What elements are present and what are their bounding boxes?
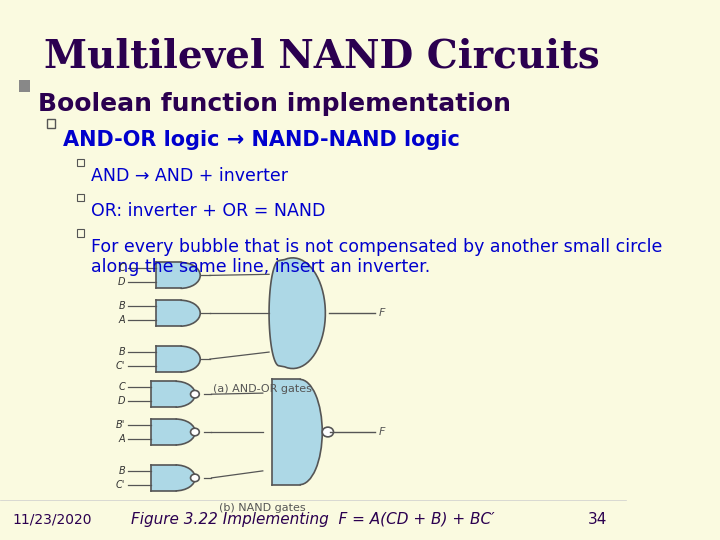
Text: For every bubble that is not compensated by another small circle
along the same : For every bubble that is not compensated… — [91, 238, 662, 276]
Bar — [77, 230, 84, 237]
Text: OR: inverter + OR = NAND: OR: inverter + OR = NAND — [91, 202, 325, 220]
Bar — [19, 80, 30, 92]
Polygon shape — [176, 381, 195, 407]
Text: 11/23/2020: 11/23/2020 — [12, 512, 92, 526]
Text: (b) NAND gates: (b) NAND gates — [220, 503, 306, 512]
Circle shape — [191, 390, 199, 398]
Text: B: B — [118, 347, 125, 357]
Bar — [47, 119, 55, 128]
Polygon shape — [156, 262, 181, 288]
Text: D: D — [117, 396, 125, 406]
Text: A: A — [119, 315, 125, 325]
Text: B: B — [118, 301, 125, 311]
Polygon shape — [181, 300, 200, 326]
Text: F: F — [379, 308, 385, 318]
Text: AND → AND + inverter: AND → AND + inverter — [91, 167, 288, 185]
Text: A: A — [119, 434, 125, 444]
Polygon shape — [272, 379, 300, 485]
Bar — [77, 159, 84, 166]
Circle shape — [191, 428, 199, 436]
Text: Multilevel NAND Circuits: Multilevel NAND Circuits — [44, 38, 600, 76]
Polygon shape — [300, 379, 323, 485]
Polygon shape — [156, 300, 181, 326]
Text: D: D — [117, 278, 125, 287]
Polygon shape — [176, 465, 195, 491]
Polygon shape — [176, 419, 195, 445]
Polygon shape — [181, 262, 200, 288]
Text: C: C — [118, 264, 125, 273]
Polygon shape — [151, 419, 176, 445]
Circle shape — [323, 427, 333, 437]
Polygon shape — [181, 346, 200, 372]
Bar — [77, 194, 84, 201]
Polygon shape — [269, 258, 325, 368]
Polygon shape — [151, 465, 176, 491]
Text: C': C' — [116, 480, 125, 490]
Polygon shape — [156, 346, 181, 372]
Text: 34: 34 — [588, 512, 607, 527]
Text: Boolean function implementation: Boolean function implementation — [37, 92, 510, 116]
Text: B': B' — [116, 420, 125, 430]
Circle shape — [191, 474, 199, 482]
Text: AND-OR logic → NAND-NAND logic: AND-OR logic → NAND-NAND logic — [63, 130, 459, 150]
Text: Figure 3.22 Implementing  F = A(CD + B) + BC′: Figure 3.22 Implementing F = A(CD + B) +… — [131, 512, 495, 527]
Text: B: B — [118, 466, 125, 476]
Text: (a) AND-OR gates: (a) AND-OR gates — [213, 384, 312, 394]
Text: C: C — [118, 382, 125, 392]
Polygon shape — [151, 381, 176, 407]
Text: C': C' — [116, 361, 125, 371]
Text: F: F — [379, 427, 385, 437]
